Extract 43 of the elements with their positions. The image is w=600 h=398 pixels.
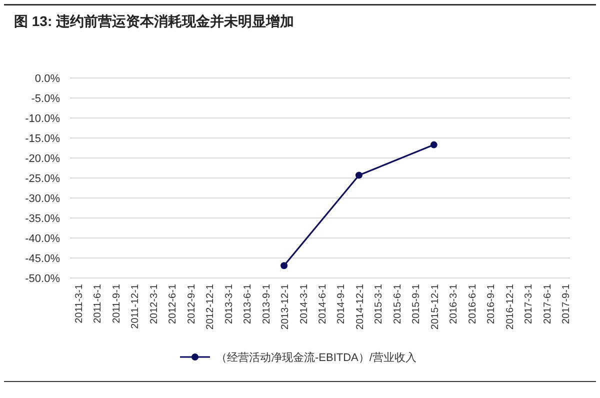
y-tick-label: -15.0% xyxy=(25,132,60,145)
x-tick-label: 2017-6-1 xyxy=(542,284,554,324)
x-tick-label: 2015-3-1 xyxy=(374,284,385,324)
x-tick-label: 2012-6-1 xyxy=(168,284,179,324)
x-tick-label: 2012-12-1 xyxy=(205,284,216,330)
y-tick-label: -10.0% xyxy=(25,112,60,125)
y-tick-label: 0.0% xyxy=(34,72,60,85)
x-tick-label: 2015-12-1 xyxy=(430,284,441,330)
x-tick-label: 2014-12-1 xyxy=(354,284,366,330)
x-tick-label: 2016-9-1 xyxy=(486,284,498,324)
y-tick-label: -25.0% xyxy=(25,172,60,185)
x-tick-label: 2017-3-1 xyxy=(524,284,535,324)
y-tick-label: -30.0% xyxy=(25,192,60,205)
y-tick-label: -35.0% xyxy=(25,212,60,225)
chart-title: 图 13: 违约前营运资本消耗现金并未明显增加 xyxy=(14,13,294,29)
x-tick-label: 2014-6-1 xyxy=(318,284,328,324)
x-tick-label: 2013-12-1 xyxy=(280,284,292,330)
x-tick-label: 2014-9-1 xyxy=(336,284,348,324)
x-tick-label: 2013-3-1 xyxy=(224,284,235,324)
x-tick-label: 2017-9-1 xyxy=(561,284,572,324)
point xyxy=(280,262,288,270)
x-tick-label: 2011-6-1 xyxy=(92,284,104,324)
x-tick-label: 2011-9-1 xyxy=(111,284,122,324)
y-tick-label: -5.0% xyxy=(31,92,60,105)
x-tick-label: 2013-6-1 xyxy=(242,284,254,324)
x-tick-label: 2015-6-1 xyxy=(392,284,404,324)
y-tick-label: -50.0% xyxy=(25,272,60,285)
x-tick-label: 2012-3-1 xyxy=(148,284,160,324)
x-tick-label: 2016-6-1 xyxy=(467,284,478,324)
x-tick-label: 2016-12-1 xyxy=(504,284,516,330)
x-tick-label: 2013-9-1 xyxy=(261,284,272,324)
y-tick-label: -20.0% xyxy=(25,152,60,165)
x-tick-label: 2011-12-1 xyxy=(130,284,142,329)
x-tick-label: 2012-9-1 xyxy=(186,284,198,324)
x-tick-label: 2016-3-1 xyxy=(448,284,460,324)
y-tick-label: -40.0% xyxy=(25,232,60,245)
x-tick-label: 2011-3-1 xyxy=(74,284,85,324)
x-tick-label: 2015-9-1 xyxy=(411,284,422,324)
point xyxy=(355,172,362,179)
y-tick-label: -45.0% xyxy=(25,252,60,265)
legend-label: （经营活动净现金流-EBITDA）/营业收入 xyxy=(216,350,416,364)
x-tick-label: 2014-3-1 xyxy=(298,284,310,324)
point xyxy=(430,141,438,148)
